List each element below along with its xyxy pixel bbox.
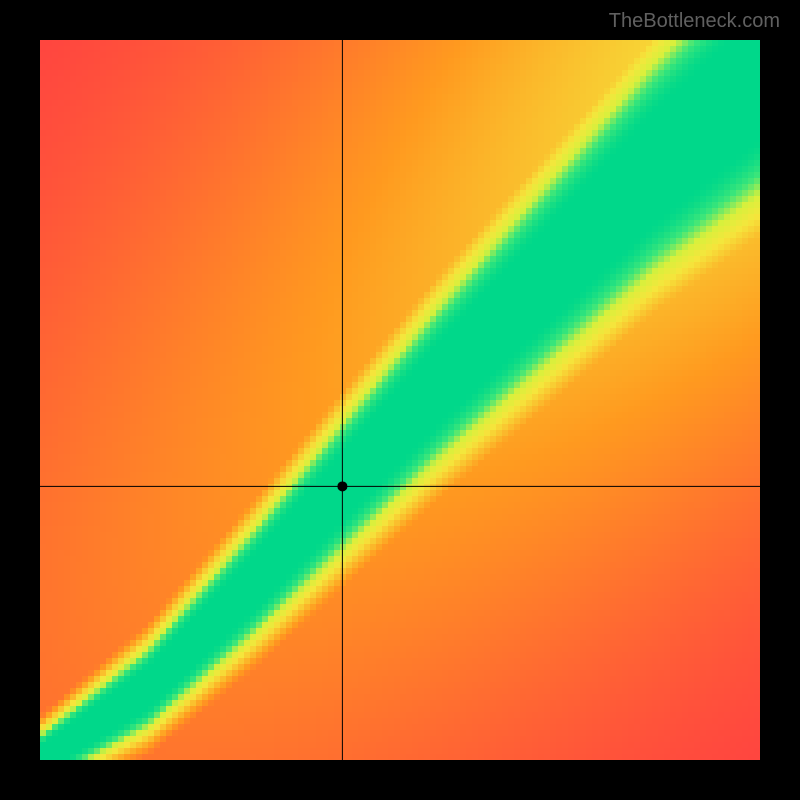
- watermark-text: TheBottleneck.com: [609, 10, 780, 33]
- chart-area: [40, 40, 760, 760]
- heatmap-canvas: [40, 40, 760, 760]
- chart-container: TheBottleneck.com: [0, 0, 800, 800]
